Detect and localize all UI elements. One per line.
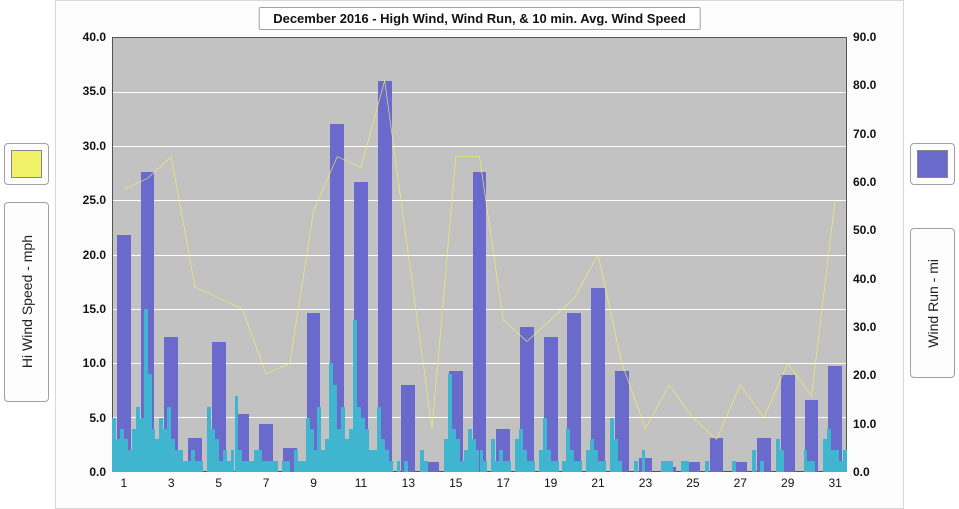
right-column: Wind Run - mi — [904, 0, 959, 509]
right-axis-label: Wind Run - mi — [925, 259, 941, 348]
x-tick: 15 — [449, 476, 462, 490]
left-tick: 10.0 — [83, 356, 106, 370]
legend-swatch-bar — [910, 143, 955, 185]
left-tick: 0.0 — [89, 465, 106, 479]
chart-area: December 2016 - High Wind, Wind Run, & 1… — [55, 0, 904, 509]
right-tick: 90.0 — [853, 30, 876, 44]
left-tick: 30.0 — [83, 139, 106, 153]
x-tick: 21 — [591, 476, 604, 490]
chart-title: December 2016 - High Wind, Wind Run, & 1… — [258, 7, 701, 30]
left-axis-label-box: Hi Wind Speed - mph — [4, 202, 49, 402]
line-color-swatch — [11, 150, 42, 178]
left-tick: 5.0 — [89, 411, 106, 425]
x-tick: 19 — [544, 476, 557, 490]
legend-swatch-line — [4, 143, 49, 185]
x-tick: 27 — [734, 476, 747, 490]
right-tick: 60.0 — [853, 175, 876, 189]
right-tick: 0.0 — [853, 465, 870, 479]
left-tick: 35.0 — [83, 84, 106, 98]
left-axis-label: Hi Wind Speed - mph — [19, 235, 35, 368]
left-column: Hi Wind Speed - mph — [0, 0, 55, 509]
right-axis-label-box: Wind Run - mi — [910, 228, 955, 378]
left-tick: 40.0 — [83, 30, 106, 44]
right-tick: 10.0 — [853, 417, 876, 431]
x-tick: 23 — [639, 476, 652, 490]
x-tick: 31 — [828, 476, 841, 490]
x-tick: 11 — [355, 476, 367, 490]
x-tick: 1 — [121, 476, 128, 490]
right-tick: 40.0 — [853, 272, 876, 286]
plot-area: 0.05.010.015.020.025.030.035.040.00.010.… — [112, 37, 847, 472]
left-tick: 20.0 — [83, 248, 106, 262]
x-tick: 3 — [168, 476, 175, 490]
hiwind-line — [124, 81, 835, 440]
chart-root: Hi Wind Speed - mph Wind Run - mi Decemb… — [0, 0, 959, 509]
right-tick: 80.0 — [853, 78, 876, 92]
right-tick: 70.0 — [853, 127, 876, 141]
x-tick: 5 — [215, 476, 222, 490]
x-tick: 13 — [402, 476, 415, 490]
x-tick: 7 — [263, 476, 270, 490]
left-tick: 25.0 — [83, 193, 106, 207]
hiwind-line-layer — [112, 37, 847, 472]
x-tick: 29 — [781, 476, 794, 490]
x-tick: 17 — [497, 476, 510, 490]
bar-color-swatch — [917, 150, 948, 178]
x-tick: 25 — [686, 476, 699, 490]
x-tick: 9 — [310, 476, 317, 490]
right-tick: 30.0 — [853, 320, 876, 334]
right-tick: 20.0 — [853, 368, 876, 382]
right-tick: 50.0 — [853, 223, 876, 237]
left-tick: 15.0 — [83, 302, 106, 316]
